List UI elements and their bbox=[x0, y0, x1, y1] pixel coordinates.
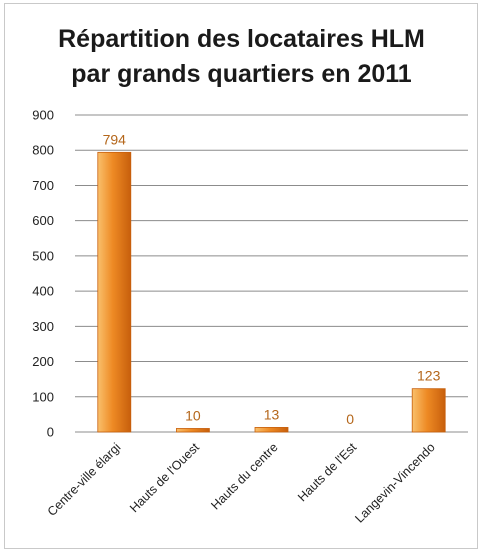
y-tick-label: 900 bbox=[32, 108, 54, 123]
data-labels: 794 10 13 0 123 bbox=[103, 131, 441, 427]
y-tick-label: 700 bbox=[32, 178, 54, 193]
y-tick-label: 400 bbox=[32, 284, 54, 299]
data-label: 10 bbox=[185, 407, 201, 423]
y-tick-label: 100 bbox=[32, 389, 54, 404]
data-label: 0 bbox=[346, 411, 354, 427]
bar bbox=[254, 427, 289, 433]
bars bbox=[97, 151, 446, 433]
bar bbox=[411, 388, 446, 433]
y-tick-label: 200 bbox=[32, 354, 54, 369]
gridlines bbox=[75, 114, 468, 433]
chart-title-line-2: par grands quartiers en 2011 bbox=[71, 60, 412, 88]
x-tick-label: Centre-ville élargi bbox=[45, 440, 124, 519]
bar bbox=[175, 428, 210, 433]
bar bbox=[97, 151, 132, 433]
chart-title-line-1: Répartition des locataires HLM bbox=[58, 25, 425, 53]
y-axis-ticks: 0 100 200 300 400 500 600 700 800 900 bbox=[32, 108, 54, 440]
y-tick-label: 300 bbox=[32, 319, 54, 334]
x-tick-label: Hauts du centre bbox=[208, 440, 280, 512]
y-tick-label: 500 bbox=[32, 248, 54, 263]
y-tick-label: 0 bbox=[47, 425, 54, 440]
chart-title: Répartition des locataires HLM par grand… bbox=[0, 22, 483, 92]
data-label: 794 bbox=[103, 131, 127, 147]
x-tick-label: Langevin-Vincendo bbox=[352, 440, 437, 525]
data-label: 123 bbox=[417, 368, 441, 384]
x-tick-label: Hauts de l'Est bbox=[295, 440, 360, 505]
x-axis-ticks: Centre-ville élargi Hauts de l'Ouest Hauts… bbox=[45, 440, 438, 526]
chart-frame bbox=[4, 3, 478, 549]
x-tick-label: Hauts de l'Ouest bbox=[127, 440, 202, 515]
data-label: 13 bbox=[264, 406, 280, 422]
y-tick-label: 600 bbox=[32, 213, 54, 228]
y-tick-label: 800 bbox=[32, 143, 54, 158]
